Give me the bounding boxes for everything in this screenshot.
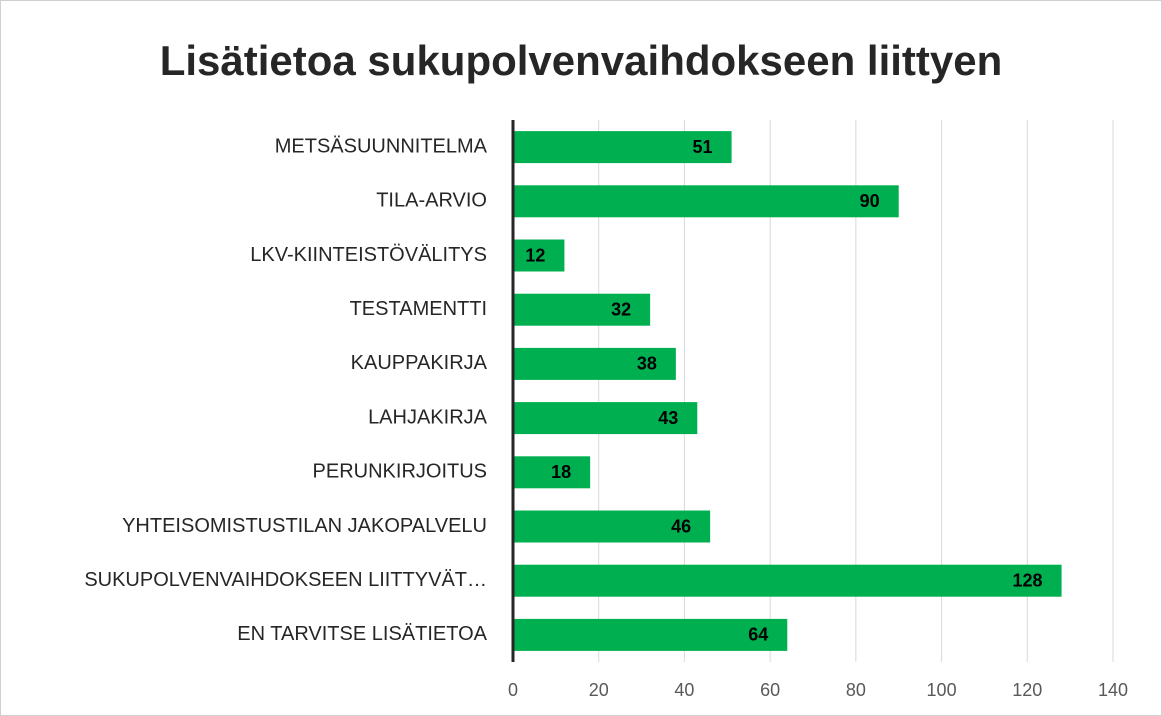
bar: [513, 510, 711, 543]
data-label: 43: [658, 408, 678, 428]
y-tick-label: METSÄSUUNNITELMA: [275, 135, 488, 157]
x-tick-label: 120: [1012, 680, 1042, 700]
data-label: 51: [693, 137, 713, 157]
y-tick-label: SUKUPOLVENVAIHDOKSEEN LIITTYVÄT…: [84, 569, 487, 591]
x-tick-label: 80: [846, 680, 866, 700]
data-label: 64: [748, 625, 768, 645]
bar: [513, 347, 676, 380]
x-tick-label: 20: [589, 680, 609, 700]
x-tick-label: 100: [927, 680, 957, 700]
chart-title: Lisätietoa sukupolvenvaihdokseen liittye…: [160, 37, 1003, 84]
y-tick-label: KAUPPAKIRJA: [351, 352, 488, 374]
y-tick-label: TILA-ARVIO: [376, 190, 487, 212]
bar: [513, 239, 565, 272]
x-tick-label: 40: [674, 680, 694, 700]
data-label: 90: [860, 191, 880, 211]
y-tick-label: LAHJAKIRJA: [368, 406, 488, 428]
y-tick-label: YHTEISOMISTUSTILAN JAKOPALVELU: [122, 515, 487, 537]
x-tick-label: 140: [1098, 680, 1128, 700]
y-tick-label: EN TARVITSE LISÄTIETOA: [237, 623, 487, 645]
bar: [513, 293, 651, 326]
data-label: 32: [611, 299, 631, 319]
y-tick-label: PERUNKIRJOITUS: [313, 461, 487, 483]
data-label: 46: [671, 516, 691, 536]
x-tick-label: 60: [760, 680, 780, 700]
y-tick-label: TESTAMENTTI: [350, 298, 487, 320]
bar: [513, 564, 1062, 597]
y-tick-label: LKV-KIINTEISTÖVÄLITYS: [250, 244, 487, 266]
x-tick-label: 0: [508, 680, 518, 700]
bar: [513, 456, 591, 489]
data-label: 18: [551, 462, 571, 482]
data-label: 38: [637, 354, 657, 374]
data-label: 12: [525, 245, 545, 265]
data-label: 128: [1013, 570, 1043, 590]
bar: [513, 618, 788, 651]
bar: [513, 185, 899, 218]
bar: [513, 402, 698, 435]
bar: [513, 131, 732, 164]
